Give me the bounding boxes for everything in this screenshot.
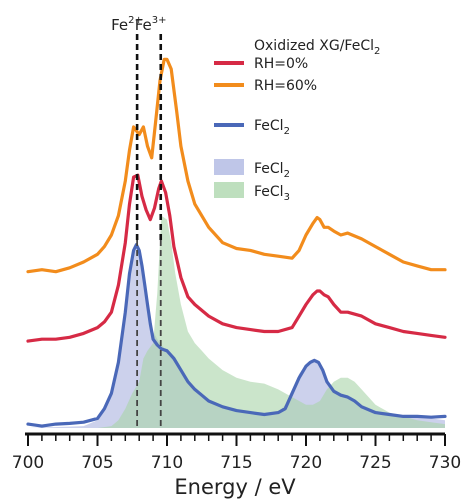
area-ref_fecl3 — [28, 215, 445, 428]
line-fecl2 — [26, 243, 447, 428]
x-tick-label: 715 — [220, 453, 252, 473]
peak-markers: Fe2+Fe3+ — [111, 15, 167, 428]
line-rh60 — [26, 57, 447, 274]
x-tick-label: 725 — [359, 453, 391, 473]
reference-areas — [28, 215, 445, 428]
x-axis: Energy / eV 700 705 710 715 720 725 730 — [12, 432, 461, 499]
x-tick-label: 720 — [290, 453, 322, 473]
peak-label-fe2: Fe2+ — [111, 15, 143, 34]
legend-label-rh0: RH=0% — [254, 56, 308, 72]
x-tick-label: 710 — [151, 453, 183, 473]
area-ref_fecl2 — [28, 248, 445, 428]
peak-label-fe3: Fe3+ — [135, 15, 167, 34]
x-tick-label: 700 — [12, 453, 44, 473]
x-axis-label: Energy / eV — [174, 475, 296, 499]
legend-swatch-ref_fecl3 — [214, 182, 244, 198]
spectrum-lines — [26, 57, 447, 428]
legend-swatch-ref_fecl2 — [214, 159, 244, 175]
legend-label-ref_fecl3: FeCl3 — [254, 184, 290, 203]
legend-label-rh60: RH=60% — [254, 78, 317, 94]
x-tick-label: 705 — [81, 453, 113, 473]
legend-label-fecl2: FeCl2 — [254, 118, 290, 137]
x-tick-label: 730 — [429, 453, 461, 473]
line-rh0 — [26, 173, 447, 343]
legend-label-ref_fecl2: FeCl2 — [254, 161, 290, 180]
legend-title: Oxidized XG/FeCl2 — [254, 38, 380, 57]
